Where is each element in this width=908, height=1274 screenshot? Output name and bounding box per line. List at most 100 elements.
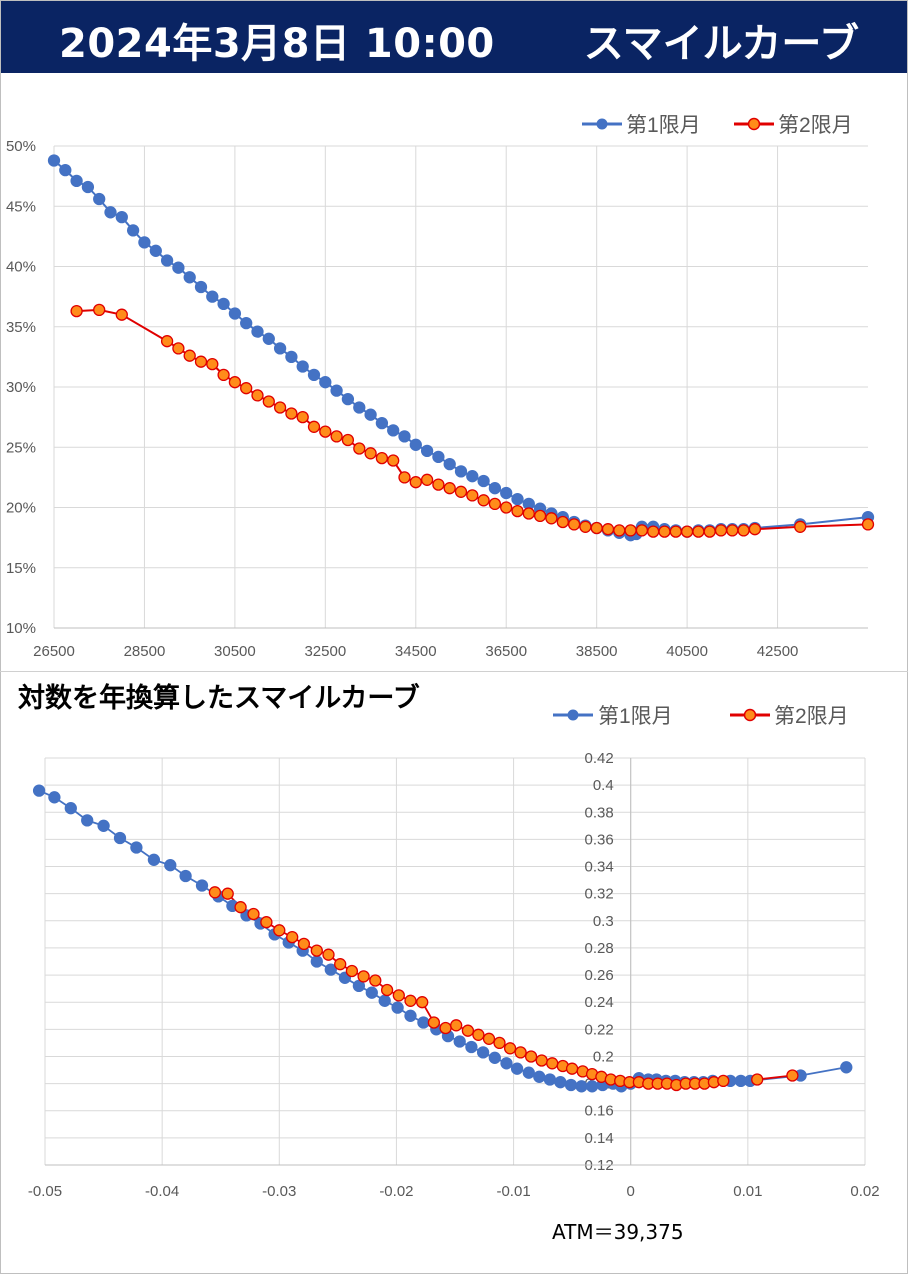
series1-point [81, 180, 95, 194]
series2-point [613, 524, 626, 537]
series2-point [579, 520, 592, 533]
series1-point [341, 392, 355, 406]
series1-point [365, 986, 378, 999]
y-tick-label: 10% [6, 620, 36, 637]
series1-line [38, 789, 847, 1088]
series1-point [352, 979, 366, 993]
series1-point [443, 457, 456, 471]
series2-point [194, 355, 208, 368]
series2-point [472, 1028, 485, 1041]
series1-point [81, 814, 94, 827]
series2-point [404, 994, 417, 1007]
series2-point [334, 958, 347, 971]
series2-point [273, 401, 287, 414]
series2-point [330, 430, 343, 443]
series2-point [786, 1069, 799, 1082]
legend-series2-marker [747, 117, 761, 131]
series2-point [493, 1036, 506, 1050]
series1-point [324, 963, 337, 976]
series1-point [126, 224, 140, 237]
series2-point [427, 1016, 441, 1029]
series2-point [221, 887, 234, 900]
series2-point [680, 525, 694, 538]
series2-point [692, 525, 705, 538]
y-tick-label: 0.26 [585, 967, 614, 984]
series-layer-2 [32, 784, 853, 1093]
series2-point [601, 523, 615, 536]
series1-point [138, 236, 151, 249]
series1-point [378, 994, 391, 1007]
series2-point [364, 447, 377, 460]
series1-point [251, 325, 264, 338]
series1-point [183, 271, 196, 284]
plot-area-2: 0.120.140.160.180.20.220.240.260.280.30.… [28, 750, 880, 1200]
series2-point [658, 525, 671, 538]
series2-point [240, 382, 253, 395]
x-tick-label: 0.02 [850, 1183, 879, 1200]
series1-point [179, 869, 192, 883]
series2-point [717, 1074, 730, 1088]
series2-point [310, 944, 323, 957]
series2-point [262, 395, 275, 408]
series1-point [554, 1076, 567, 1089]
series1-point [398, 430, 411, 443]
x-tick-label: 0.01 [733, 1183, 762, 1200]
y-tick-label: 0.4 [593, 777, 614, 794]
series2-point [183, 349, 196, 362]
series-layer [47, 154, 875, 542]
series1-point [432, 450, 445, 464]
series2-point [546, 1057, 559, 1070]
series1-point [417, 1016, 430, 1029]
series1-point [59, 163, 72, 177]
x-tick-label: -0.05 [28, 1183, 62, 1200]
series2-point [416, 996, 429, 1009]
series2-point [714, 524, 728, 537]
series1-point [310, 955, 323, 968]
series2-point [461, 1024, 475, 1037]
series2-point [647, 525, 660, 538]
series2-point [726, 524, 739, 537]
series2-point [392, 989, 405, 1002]
series2-point [500, 501, 513, 514]
series1-point [543, 1073, 557, 1086]
series2-point [545, 512, 558, 525]
x-tick-label: 28500 [124, 643, 166, 660]
series1-point [488, 1051, 501, 1064]
series2-point [387, 454, 400, 467]
series1-point [840, 1061, 853, 1074]
x-tick-label: -0.04 [145, 1183, 179, 1200]
series1-point [420, 444, 434, 458]
series2-point [420, 473, 434, 486]
series1-point [97, 819, 110, 832]
series2-point [514, 1046, 527, 1059]
series1-point [533, 1070, 546, 1083]
series2-point [375, 451, 389, 465]
y-tick-label: 0.24 [585, 994, 614, 1011]
series1-point [353, 401, 366, 414]
series2-point [398, 471, 411, 484]
x-tick-label: -0.02 [379, 1183, 413, 1200]
series1-point [500, 486, 513, 500]
series1-point [330, 384, 343, 397]
series2-point [533, 509, 547, 523]
smile-curve-chart: 第1限月 第2限月 10% 15% 20% 25% 30% 35% 40% 45% 50% 265… [6, 114, 875, 660]
y-tick-label: 25% [6, 439, 36, 456]
y-tick-label: 0.36 [585, 831, 614, 848]
series2-point [454, 485, 468, 498]
series2-point [234, 901, 247, 914]
series2-point [115, 308, 128, 321]
series2-point [556, 515, 569, 529]
series1-point [115, 210, 128, 224]
series1-point [510, 1062, 524, 1075]
series2-point [353, 442, 366, 455]
series1-point [477, 474, 490, 488]
series2-point [307, 420, 321, 433]
y-tick-label: 0.32 [585, 886, 614, 903]
series2-point [357, 970, 370, 983]
series1-point [113, 831, 127, 845]
series2-point [748, 523, 762, 536]
series1-point [453, 1035, 466, 1048]
series1-point [160, 254, 174, 267]
x-tick-label: 42500 [757, 643, 799, 660]
series1-point [164, 859, 177, 872]
